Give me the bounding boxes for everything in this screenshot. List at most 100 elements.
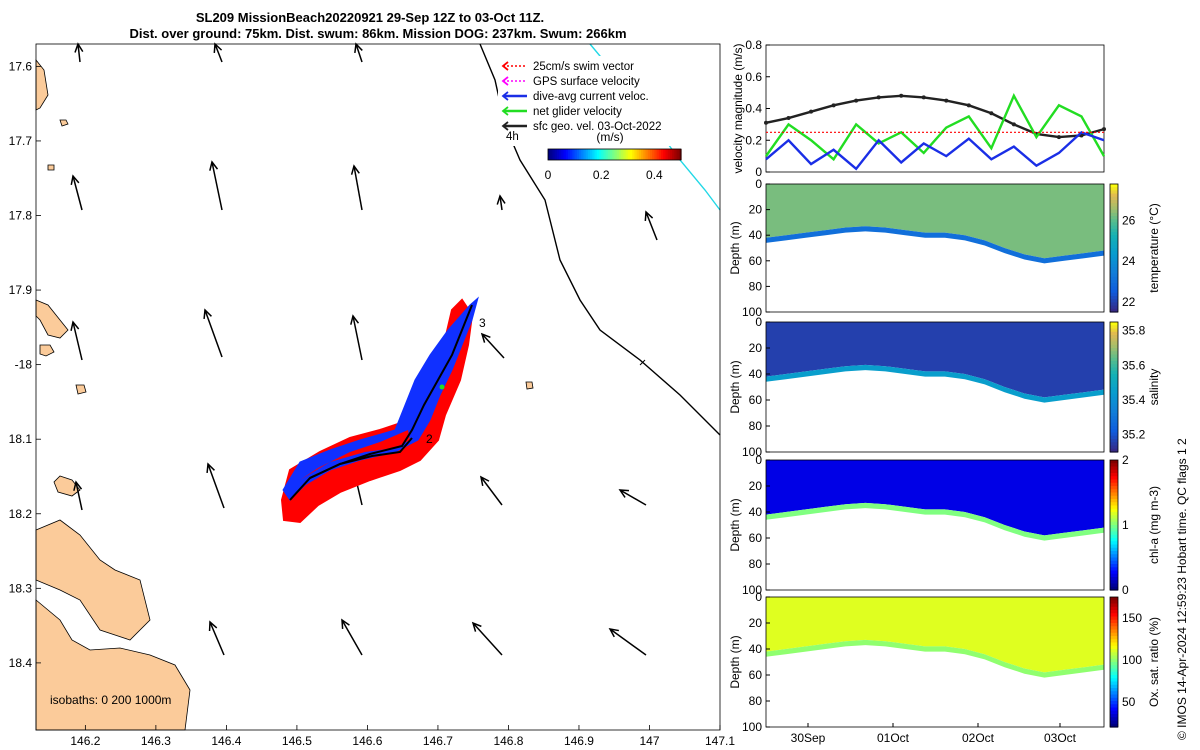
heatmap-colorbar-segment (1110, 636, 1118, 640)
heatmap-colorbar-segment (1110, 701, 1118, 705)
heatmap-colorbar-segment (1110, 505, 1118, 510)
heatmap-colorbar-segment (1110, 419, 1118, 424)
land-polygon (47, 164, 55, 171)
heatmap-colorbar-segment (1110, 331, 1118, 336)
land-polygon (59, 119, 69, 127)
heatmap-colorbar-segment (1110, 597, 1118, 601)
map-y-tick-label: 17.6 (9, 59, 33, 73)
heatmap-colorbar-segment (1110, 251, 1118, 255)
velocity-point (966, 103, 971, 108)
heatmap-colorbar-segment (1110, 518, 1118, 523)
heatmap-colorbar-segment (1110, 228, 1118, 233)
geostrophic-velocity-arrows (70, 42, 658, 656)
colorbar-segment (596, 149, 600, 160)
heatmap-colorbar-segment (1110, 512, 1118, 516)
heatmap-y-tick-label: 100 (742, 720, 762, 734)
heatmap-colorbar-segment (1110, 499, 1118, 503)
heatmap-colorbar-segment (1110, 403, 1118, 408)
velocity-point (1056, 135, 1061, 140)
map-x-tick-label: 146.5 (282, 734, 312, 748)
heatmap-colorbar-segment (1110, 652, 1118, 657)
velocity-y-tick-label: 0.2 (745, 133, 762, 147)
heatmap-colorbar-segment (1110, 629, 1118, 634)
velocity-arrow (75, 481, 83, 511)
heatmap-deep-layer (766, 639, 1104, 678)
heatmap-colorbar-segment (1110, 393, 1118, 398)
heatmap-colorbar-segment (1110, 406, 1118, 411)
colorbar-segment (625, 149, 629, 160)
heatmap-colorbar-segment (1110, 260, 1118, 265)
colorbar-segment (658, 149, 662, 160)
velocity-arrow (211, 161, 223, 211)
heatmap-colorbar-segment (1110, 335, 1118, 339)
velocity-point (989, 111, 994, 116)
heatmap-colorbar-segment (1110, 489, 1118, 494)
velocity-arrow (72, 175, 83, 211)
heatmap-colorbar-segment (1110, 613, 1118, 618)
legend-swatch-head (501, 121, 509, 131)
heatmap-colorbar-segment (1110, 502, 1118, 507)
heatmap-colorbar-segment (1110, 463, 1118, 468)
heatmap-panel: 0 20 40 60 80 100 Depth (m) 2 1 0 chl-a (mg m-3) (728, 453, 1161, 597)
heatmap-colorbar-segment (1110, 623, 1118, 627)
heatmap-colorbar-segment (1110, 557, 1118, 562)
velocity-arrow (352, 315, 363, 361)
heatmap-colorbar-segment (1110, 416, 1118, 421)
heatmap-frame (765, 183, 1105, 313)
isobaths-label: isobaths: 0 200 1000m (50, 693, 171, 707)
heatmap-colorbar-segment (1110, 361, 1118, 365)
heatmap-colorbar-frame (1109, 321, 1119, 453)
heatmap-colorbar-segment (1110, 697, 1118, 702)
heatmap-colorbar-segment (1110, 276, 1118, 281)
heatmap-colorbar-label: chl-a (mg m-3) (1147, 486, 1161, 564)
colorbar-segment (618, 149, 622, 160)
heatmap-colorbar-segment (1110, 426, 1118, 430)
velocity-series-line (765, 94, 1105, 139)
heatmap-y-tick-label: 20 (749, 203, 763, 217)
colorbar-segment (590, 149, 593, 160)
colorbar-segment (676, 149, 680, 160)
heatmap-colorbar-segment (1110, 344, 1118, 349)
velocity-point (764, 120, 768, 125)
heatmap-colorbar-tick-label: 1 (1122, 518, 1129, 532)
colorbar-segment (565, 149, 569, 160)
heatmap-colorbar-segment (1110, 241, 1118, 246)
heatmap-colorbar-segment (1110, 187, 1118, 191)
heatmap-colorbar-segment (1110, 586, 1118, 591)
heatmap-colorbar-segment (1110, 600, 1118, 605)
heatmap-colorbar-segment (1110, 325, 1118, 330)
track-label-3: 3 (479, 316, 486, 330)
map-y-tick-label: 18.1 (9, 432, 33, 446)
colorbar-segment (630, 149, 633, 160)
map-x-tick-label: 146.2 (70, 734, 100, 748)
heatmap-colorbar-segment (1110, 717, 1118, 722)
colorbar-frame (547, 148, 682, 161)
heatmap-colorbar-segment (1110, 567, 1118, 572)
heatmap-colorbar-tick-label: 35.2 (1122, 428, 1146, 442)
velocity-arrowhead (209, 160, 219, 171)
colorbar-segment (641, 149, 644, 160)
colorbar-segment (674, 149, 678, 160)
heatmap-y-tick-label: 0 (755, 590, 762, 604)
heatmap-colorbar-segment (1110, 495, 1118, 500)
colorbar-segment (607, 149, 611, 160)
heatmap-colorbar-segment (1110, 308, 1118, 313)
heatmap-colorbar-segment (1110, 616, 1118, 621)
colorbar-segment (656, 149, 660, 160)
figure-title-line1: SL209 MissionBeach20220921 29-Sep 12Z to… (196, 10, 544, 25)
heatmap-colorbar-segment (1110, 580, 1118, 585)
swim-vector-fan-inner (300, 430, 410, 480)
heatmap-frame (765, 321, 1105, 453)
heatmap-colorbar-segment (1110, 273, 1118, 278)
heatmap-panel: 0 20 40 60 80 100 Depth (m) 150 100 50 Ox. sat. ra… (728, 590, 1161, 745)
colorbar-segment (645, 149, 649, 160)
colorbar-segment (552, 149, 556, 160)
heatmap-colorbar-segment (1110, 296, 1118, 300)
colorbar-segment (603, 149, 607, 160)
velocity-arrowhead (496, 194, 506, 205)
colorbar-segment (634, 149, 638, 160)
heatmap-frame (765, 596, 1105, 728)
heatmap-colorbar-segment (1110, 235, 1118, 239)
heatmap-colorbar-segment (1110, 469, 1118, 474)
